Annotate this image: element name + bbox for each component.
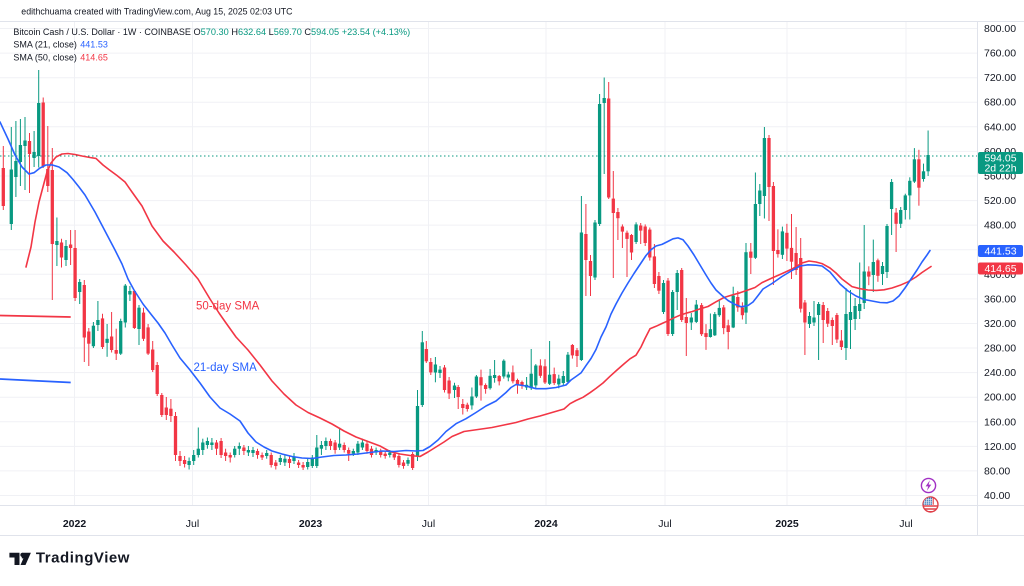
svg-text:360.00: 360.00 xyxy=(984,293,1016,305)
svg-text:Jul: Jul xyxy=(899,518,912,530)
svg-text:720.00: 720.00 xyxy=(984,72,1016,84)
svg-text:480.00: 480.00 xyxy=(984,220,1016,232)
svg-text:O570.30 H632.64 L569.70 C594.0: O570.30 H632.64 L569.70 C594.05 +23.54 (… xyxy=(194,27,411,37)
svg-text:520.00: 520.00 xyxy=(984,195,1016,207)
svg-text:441.53: 441.53 xyxy=(80,40,108,50)
svg-text:50-day SMA: 50-day SMA xyxy=(196,301,260,313)
svg-text:2022: 2022 xyxy=(63,518,87,530)
svg-text:800.00: 800.00 xyxy=(984,23,1016,35)
svg-text:21-day SMA: 21-day SMA xyxy=(194,362,258,374)
svg-text:200.00: 200.00 xyxy=(984,392,1016,404)
svg-text:594.05: 594.05 xyxy=(984,153,1016,165)
svg-text:2023: 2023 xyxy=(299,518,323,530)
svg-text:240.00: 240.00 xyxy=(984,367,1016,379)
svg-text:2025: 2025 xyxy=(775,518,799,530)
svg-text:edithchuama created with Tradi: edithchuama created with TradingView.com… xyxy=(21,6,293,16)
svg-text:680.00: 680.00 xyxy=(984,97,1016,109)
svg-text:Jul: Jul xyxy=(186,518,199,530)
svg-text:414.65: 414.65 xyxy=(984,263,1016,275)
svg-text:441.53: 441.53 xyxy=(984,246,1016,258)
svg-text:Jul: Jul xyxy=(658,518,671,530)
svg-text:2d 22h: 2d 22h xyxy=(984,163,1016,175)
svg-text:760.00: 760.00 xyxy=(984,48,1016,60)
svg-text:Bitcoin Cash / U.S. Dollar · 1: Bitcoin Cash / U.S. Dollar · 1W · COINBA… xyxy=(13,27,191,37)
svg-text:80.00: 80.00 xyxy=(984,465,1010,477)
svg-text:SMA (50, close): SMA (50, close) xyxy=(13,53,77,63)
svg-text:120.00: 120.00 xyxy=(984,441,1016,453)
svg-text:TradingView: TradingView xyxy=(36,550,130,567)
svg-text:Jul: Jul xyxy=(422,518,435,530)
svg-text:160.00: 160.00 xyxy=(984,416,1016,428)
svg-text:2024: 2024 xyxy=(534,518,558,530)
svg-text:414.65: 414.65 xyxy=(80,53,108,63)
svg-text:40.00: 40.00 xyxy=(984,490,1010,502)
svg-text:SMA (21, close): SMA (21, close) xyxy=(13,40,77,50)
svg-text:280.00: 280.00 xyxy=(984,343,1016,355)
svg-text:320.00: 320.00 xyxy=(984,318,1016,330)
svg-text:640.00: 640.00 xyxy=(984,121,1016,133)
